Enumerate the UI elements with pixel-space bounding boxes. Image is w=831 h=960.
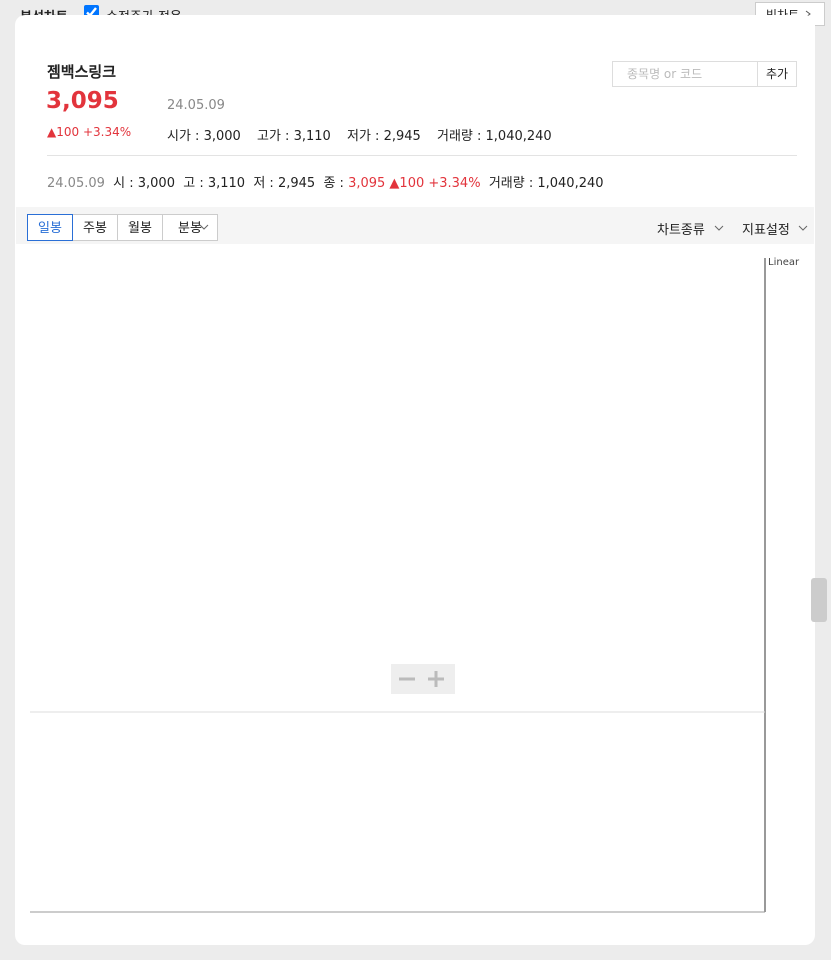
tab[interactable]: 분봉 xyxy=(162,214,218,241)
indicator-menu[interactable]: 지표설정 xyxy=(742,223,790,238)
info-change: ▲100 +3.34% xyxy=(389,176,481,191)
high: 고가 : 3,110 xyxy=(257,129,331,144)
change: ▲100 +3.34% xyxy=(47,125,132,139)
price: 3,095 xyxy=(46,88,119,114)
info-low: 저 : 2,945 xyxy=(253,176,316,191)
date: 24.05.09 xyxy=(167,98,225,113)
side-handle[interactable] xyxy=(811,578,827,622)
add-button[interactable]: 추가 xyxy=(757,61,797,87)
divider xyxy=(47,155,797,156)
open: 시가 : 3,000 xyxy=(167,129,241,144)
info-open: 시 : 3,000 xyxy=(113,176,175,191)
info-close-label: 종 : xyxy=(323,176,344,191)
info-volume: 거래량 : 1,040,240 xyxy=(488,176,604,191)
card xyxy=(15,15,815,945)
info-high: 고 : 3,110 xyxy=(183,176,246,191)
stock-name: 젬백스링크 xyxy=(47,63,117,81)
chart-type-menu[interactable]: 차트종류 xyxy=(657,223,705,238)
dropdown-chevrons xyxy=(199,224,808,231)
info-row: 24.05.09 시 : 3,000 고 : 3,110 저 : 2,945 종… xyxy=(47,172,604,191)
tab[interactable]: 월봉 xyxy=(117,214,163,241)
info-close: 3,095 xyxy=(348,176,386,191)
low: 저가 : 2,945 xyxy=(347,129,421,144)
tab[interactable]: 일봉 xyxy=(27,214,73,241)
scale-label: Linear xyxy=(768,257,800,268)
volume: 거래량 : 1,040,240 xyxy=(437,129,552,144)
info-date: 24.05.09 xyxy=(47,176,105,191)
zoom-control[interactable] xyxy=(391,664,455,694)
